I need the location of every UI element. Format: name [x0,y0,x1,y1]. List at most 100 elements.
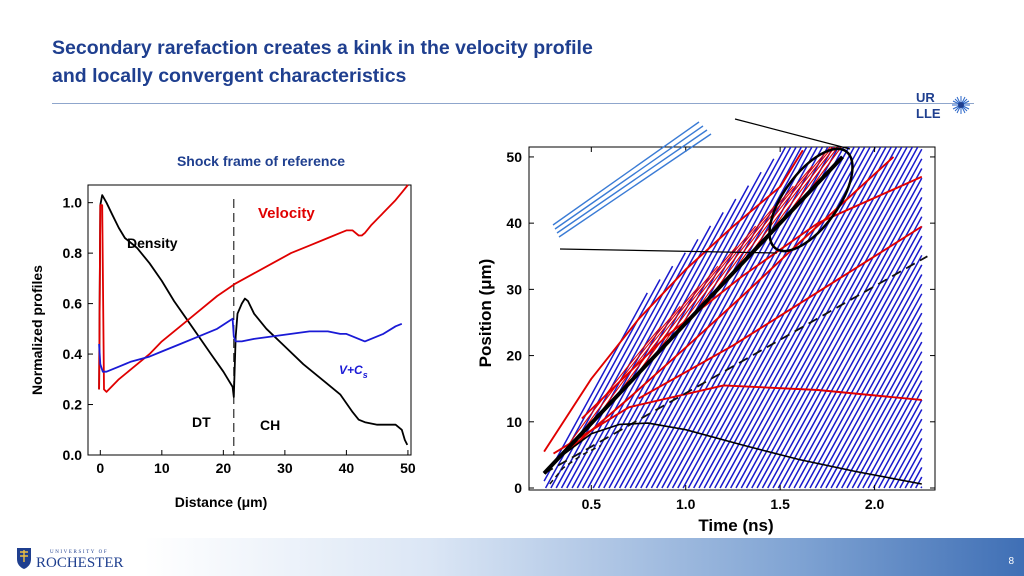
left-y-tick-label: 0.6 [63,296,83,312]
blue-guide-line [558,133,712,238]
hatch-characteristic-line [613,147,803,489]
hatch-characteristic-line [745,168,923,489]
right-y-tick-label: 30 [506,281,522,297]
guide-lines-group [552,121,712,238]
left-x-tick-label: 20 [216,460,232,476]
left-x-ticks: 0 10 20 30 40 50 [96,450,416,476]
hatch-characteristic-line [893,438,923,489]
right-y-tick-label: 50 [506,149,522,165]
hatch-characteristic-line [698,147,887,489]
red-fan-characteristic [747,147,834,258]
right-curves-group [542,147,928,485]
blue-guide-line [556,129,708,234]
red-fan-characteristic [766,147,836,238]
left-chart-title: Shock frame of reference [177,153,345,169]
ch-annotation: CH [260,417,280,433]
left-series-group [98,184,409,446]
hatch-characteristic-line [904,457,923,489]
right-x-tick-label: 0.5 [582,496,602,512]
slide-title: Secondary rarefaction creates a kink in … [52,34,812,90]
red-characteristic-line [552,156,895,464]
pointer-line-top [734,118,851,150]
right-y-tick-label: 10 [506,414,522,430]
hatch-characteristic-line [878,409,923,489]
hatch-characteristic-line [772,216,923,489]
red-fan-characteristic [596,285,700,418]
hatch-characteristic-line [841,341,923,489]
hatch-characteristic-line [740,158,923,489]
hatch-characteristic-line [782,235,923,489]
y-axis-label-left: Normalized profiles [29,265,45,395]
red-fan-characteristic [709,165,813,298]
left-y-tick-label: 0.0 [63,447,83,463]
hatch-characteristic-line [804,274,923,489]
hatch-characteristic-line [830,322,923,489]
hatch-characteristic-line [724,147,914,489]
hatch-characteristic-line [788,245,923,489]
hatch-characteristic-line [677,147,866,489]
x-axis-label-right: Time (ns) [698,516,773,535]
small-dashed-line [549,444,602,485]
left-y-tick-label: 1.0 [63,195,83,211]
hatch-characteristic-line [825,312,923,489]
footer-bar [0,538,1024,576]
title-line-2: and locally convergent characteristics [52,65,407,87]
blue-guide-line [552,121,700,226]
right-y-tick-label: 40 [506,215,522,231]
left-x-tick-label: 10 [154,460,170,476]
hatch-characteristic-line [603,147,792,489]
hatch-characteristic-line [920,486,923,489]
red-fan-characteristic [577,305,681,438]
right-y-tick-label: 20 [506,348,522,364]
hatch-characteristic-line [915,476,923,489]
logo-rochester: ROCHESTER [36,555,124,571]
urlle-logo: UR LLE [916,90,970,121]
right-x-ticks: 0.5 1.0 1.5 2.0 [582,147,885,512]
left-y-ticks: 0.0 0.2 0.4 0.6 0.8 1.0 [63,195,93,463]
page-number: 8 [1008,556,1014,567]
red-fan-characteristic [672,205,775,338]
vcs-main: V+C [339,363,363,377]
hatch-characteristic-line [809,283,923,489]
red-characteristic-line [543,149,804,453]
hatch-characteristic-line [798,264,923,489]
hatch-characteristic-line [719,147,908,489]
vcs-annotation: V+Cs [339,363,368,380]
hatch-characteristic-line [608,147,797,489]
right-plot-frame [528,146,936,491]
hatch-characteristic-line [751,177,923,489]
density-annotation: Density [127,235,178,251]
right-x-tick-label: 1.0 [676,496,696,512]
red-characteristic-line [553,384,922,455]
hatch-characteristic-line [714,147,903,489]
red-characteristic-line [638,225,923,400]
hatch-characteristic-line [735,148,923,489]
right-y-ticks: 0 10 20 30 40 50 [506,149,935,496]
left-plot-frame [87,184,412,456]
vcs-subscript: s [363,370,368,380]
hatch-characteristic-line [835,332,923,489]
right-x-tick-label: 1.5 [770,496,790,512]
blue-guide-line [554,125,704,230]
y-axis-label-right: Position (μm) [476,259,495,368]
hatch-characteristic-line [756,187,923,489]
series-v-cs-line [98,317,403,373]
hatch-characteristic-line [767,206,923,489]
kink-ellipse [768,147,854,253]
hatch-characteristic-line [550,265,674,489]
dt-annotation: DT [192,414,211,430]
hatch-characteristic-line [703,147,893,489]
hatch-characteristic-line [645,147,834,489]
hatch-characteristic-line [872,399,923,489]
right-x-tick-label: 2.0 [865,496,885,512]
x-axis-label-left: Distance (μm) [175,494,268,510]
pointer-line-mid [559,248,778,254]
hatch-characteristic-line [634,147,824,489]
hatch-characteristic-line [640,147,829,489]
red-characteristic-line [581,175,923,420]
interface-dashed-line-right [543,255,928,475]
logo-ur-text: UR [916,90,935,105]
hatch-characteristic-line [693,147,882,489]
hatch-characteristic-line [761,197,923,489]
